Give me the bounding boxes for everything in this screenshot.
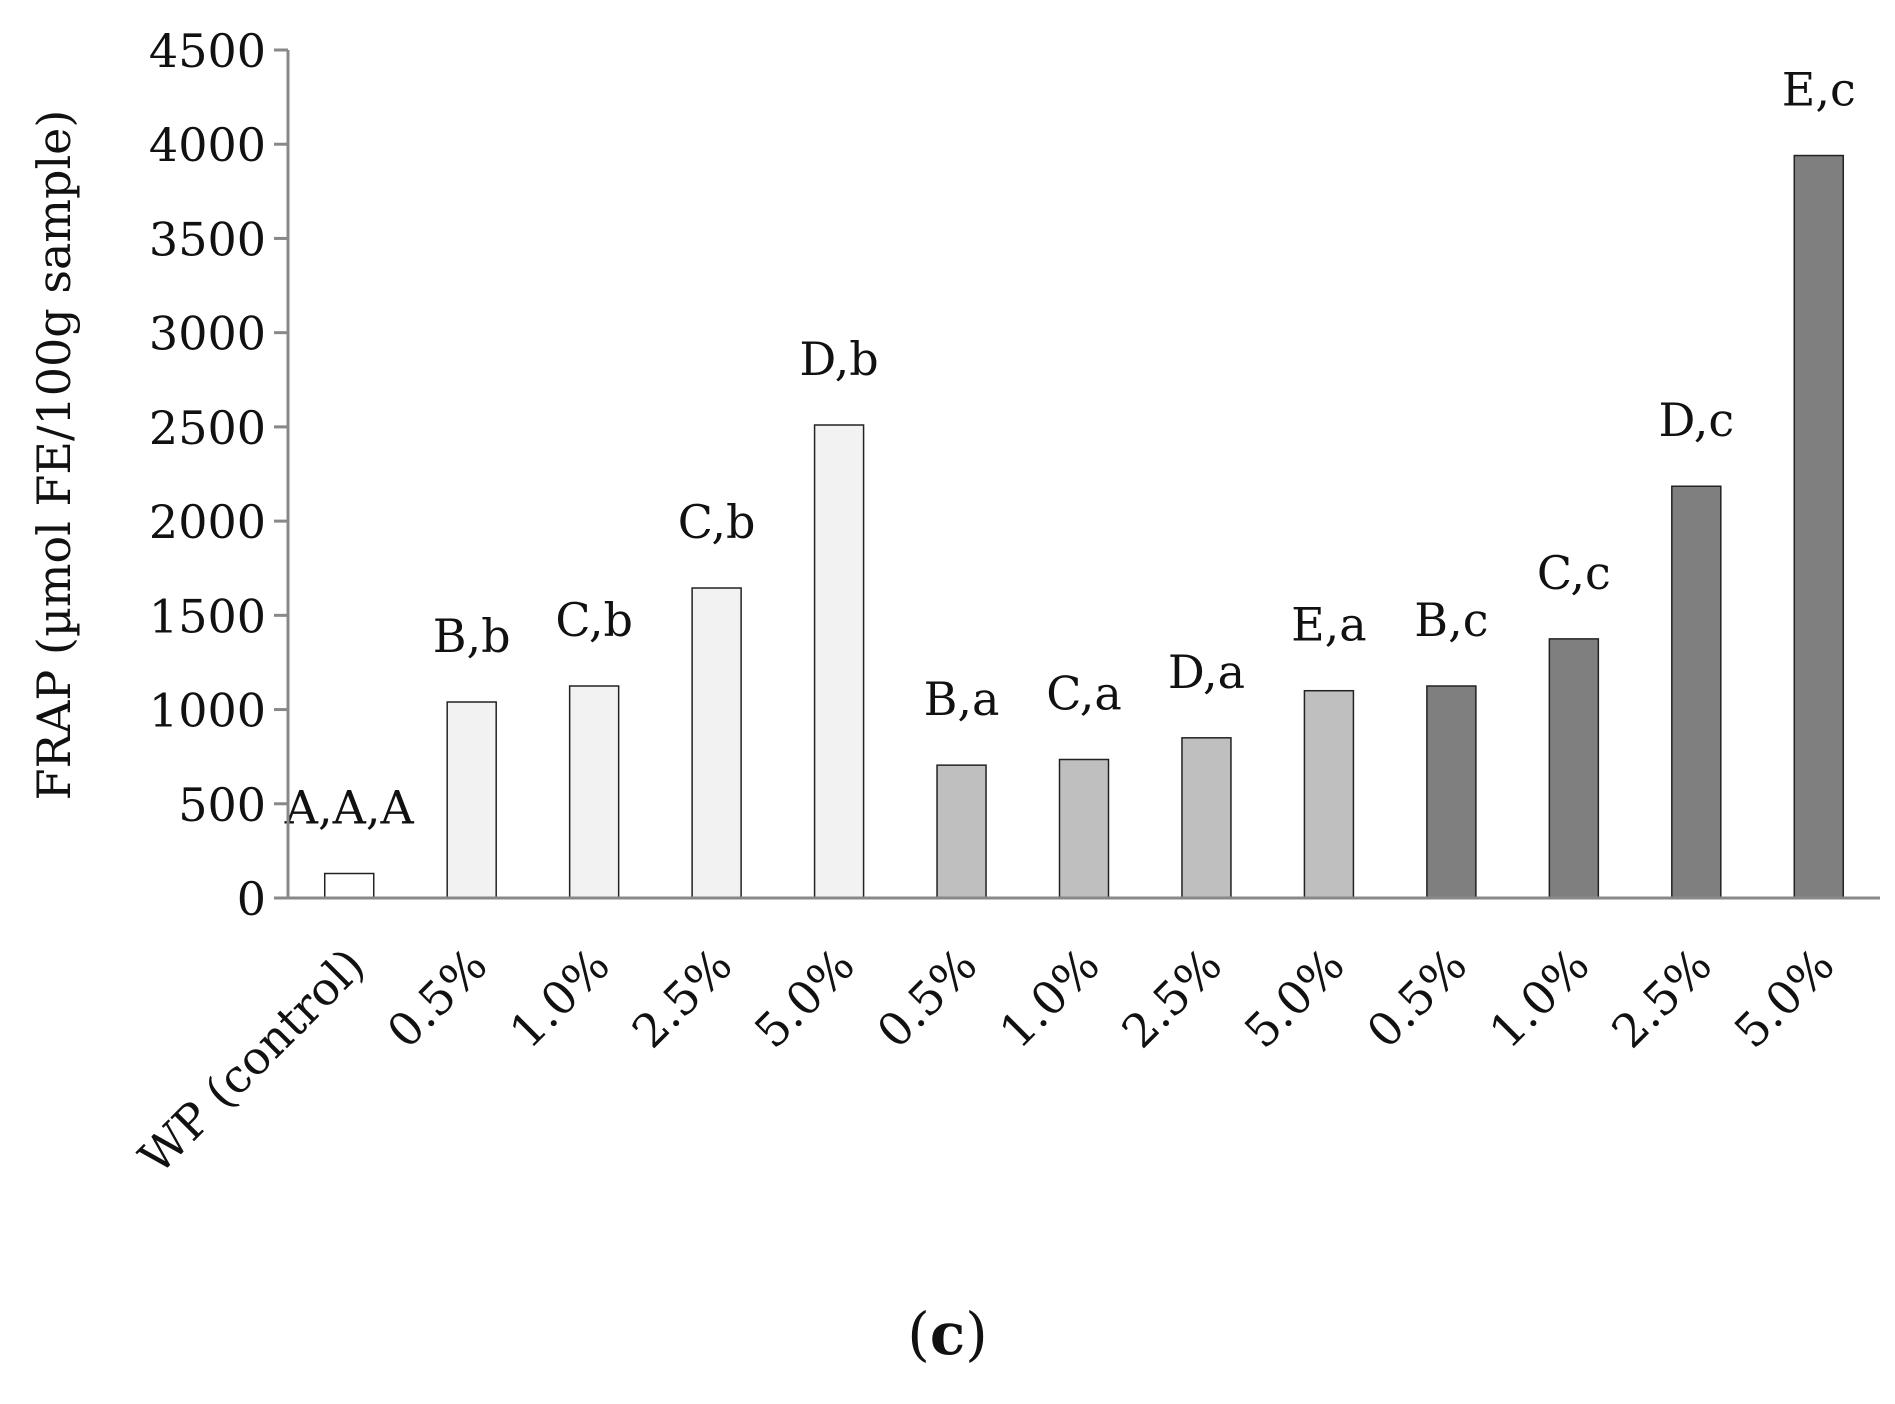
y-axis-title: FRAP (µmol FE/100g sample) (27, 110, 81, 801)
bar-3 (691, 587, 742, 899)
x-tick-label-1: 0.5% (377, 938, 498, 1059)
panel-label-open: ( (907, 1300, 930, 1368)
y-axis-ticks: 0 500 1000 1500 2000 2500 3000 3500 4000 4500 (149, 24, 288, 926)
bar-label-5: B,a (924, 672, 1000, 726)
bar-4 (813, 424, 865, 899)
bar-label-8: E,a (1291, 598, 1367, 652)
bar-label-7: D,a (1168, 645, 1245, 699)
bar-label-12: E,c (1782, 63, 1856, 117)
x-tick-label-0: WP (control) (128, 938, 375, 1185)
bar-label-1: B,b (433, 609, 511, 663)
bar-label-10: C,c (1537, 546, 1611, 600)
bar-label-9: B,c (1414, 593, 1488, 647)
bar-5 (936, 764, 987, 899)
x-tick-label-7: 2.5% (1111, 938, 1232, 1059)
y-tick-label-3: 1500 (149, 589, 266, 643)
x-tick-label-12: 5.0% (1724, 938, 1845, 1059)
x-tick-label-3: 2.5% (622, 938, 743, 1059)
bar-11 (1671, 485, 1722, 899)
bar-7 (1181, 737, 1232, 899)
bar-label-3: C,b (678, 495, 756, 549)
x-tick-label-10: 1.0% (1479, 938, 1600, 1059)
panel-label-close: ) (965, 1300, 988, 1368)
y-tick-label-0: 0 (237, 872, 266, 926)
y-tick-label-5: 2500 (149, 401, 266, 455)
y-tick-label-7: 3500 (149, 212, 266, 266)
x-tick-labels-group: WP (control) 0.5% 1.0% 2.5% 5.0% 0.5% 1.0% 2.5%… (128, 938, 1844, 1185)
bar-label-4: D,b (799, 332, 878, 386)
bars-group (323, 154, 1845, 899)
x-tick-label-6: 1.0% (989, 938, 1110, 1059)
panel-label-letter: c (929, 1300, 966, 1368)
bar-8 (1303, 689, 1355, 899)
y-tick-label-8: 4000 (149, 118, 266, 172)
y-tick-label-9: 4500 (149, 24, 266, 78)
bar-2 (568, 685, 620, 899)
bar-10 (1548, 638, 1600, 899)
bar-12 (1793, 154, 1845, 899)
bar-label-11: D,c (1658, 393, 1734, 447)
x-tick-label-5: 0.5% (866, 938, 987, 1059)
bar-label-2: C,b (555, 593, 633, 647)
bar-label-0: A,A,A (284, 781, 415, 835)
bar-6 (1058, 758, 1110, 899)
y-tick-label-6: 3000 (149, 307, 266, 361)
x-tick-label-9: 0.5% (1356, 938, 1477, 1059)
x-tick-label-2: 1.0% (499, 938, 620, 1059)
x-tick-label-11: 2.5% (1601, 938, 1722, 1059)
x-tick-label-4: 5.0% (744, 938, 865, 1059)
bar-labels-group: A,A,A B,b C,b C,b D,b B,a C,a D,a E,a B,c C,c D,c E,… (284, 63, 1856, 835)
panel-label: (c) (0, 1300, 1895, 1368)
y-tick-label-1: 500 (178, 778, 266, 832)
y-tick-label-2: 1000 (149, 684, 266, 738)
y-tick-label-4: 2000 (149, 495, 266, 549)
x-tick-label-8: 5.0% (1234, 938, 1355, 1059)
bar-0 (323, 872, 375, 899)
bar-label-6: C,a (1046, 666, 1122, 720)
bar-9 (1426, 685, 1477, 899)
bar-1 (446, 701, 497, 899)
